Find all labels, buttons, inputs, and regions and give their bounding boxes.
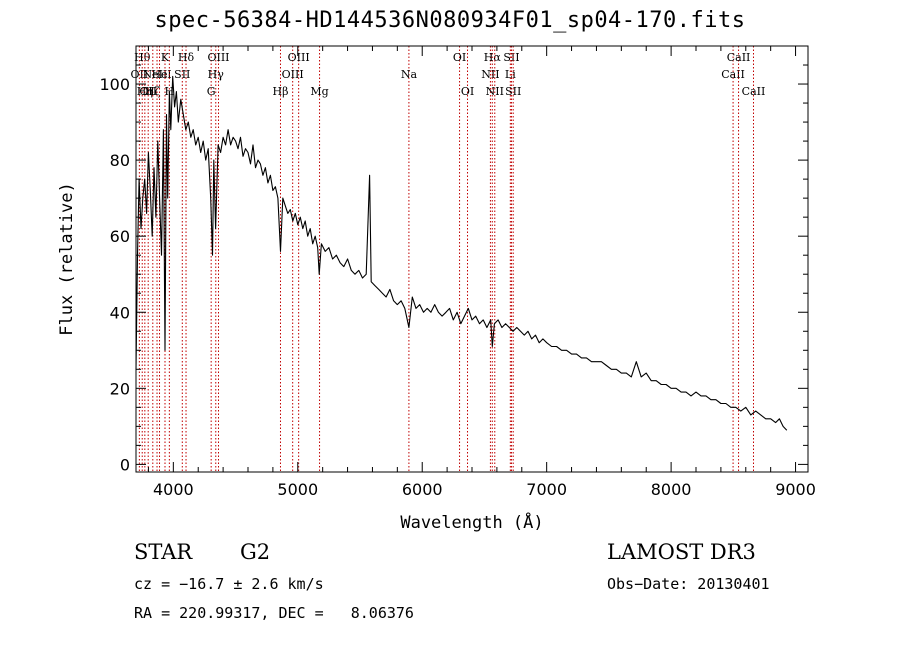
- y-tick-label-20: 20: [110, 379, 130, 398]
- line-marker-label-12: Hγ: [208, 68, 225, 81]
- y-tick-label-0: 0: [120, 455, 130, 474]
- x-tick-label-4000: 4000: [153, 480, 194, 499]
- line-marker-label-22: Hα: [484, 51, 502, 64]
- y-axis-label: Flux (relative): [57, 182, 77, 336]
- redshift-info: cz = −16.7 ± 2.6 km/s: [134, 575, 324, 593]
- spectrum-chart: OIIHθHηOIIHζNeIIIHeKHSIIHδGHγOIIIHβOIIIO…: [57, 45, 816, 533]
- obs-date: Obs−Date: 20130401: [607, 575, 770, 593]
- y-tick-label-80: 80: [110, 151, 130, 170]
- line-marker-label-18: Na: [401, 68, 418, 81]
- line-marker-label-23: NII: [486, 85, 504, 98]
- line-marker-label-21: NII: [481, 68, 499, 81]
- x-tick-label-7000: 7000: [526, 480, 567, 499]
- spectral-line-markers: OIIHθHηOIIHζNeIIIHeKHSIIHδGHγOIIIHβOIIIO…: [131, 46, 766, 472]
- y-tick-label-100: 100: [99, 75, 130, 94]
- line-marker-label-1: Hθ: [134, 51, 151, 64]
- line-marker-label-0: OII: [131, 68, 149, 81]
- line-marker-label-10: Hδ: [178, 51, 195, 64]
- y-tick-label-60: 60: [110, 227, 130, 246]
- object-subclass: G2: [240, 540, 271, 564]
- x-tick-label-9000: 9000: [775, 480, 816, 499]
- line-marker-label-27: CaII: [721, 68, 745, 81]
- x-tick-label-6000: 6000: [402, 480, 443, 499]
- line-marker-label-17: Mg: [310, 85, 328, 98]
- line-marker-label-29: CaII: [742, 85, 766, 98]
- line-marker-label-20: OI: [461, 85, 474, 98]
- line-marker-label-24: Li: [505, 68, 516, 81]
- axis-labels: Wavelength (Å) Flux (relative): [57, 182, 544, 533]
- object-class: STAR: [134, 540, 193, 564]
- line-marker-label-25: SII: [503, 51, 519, 64]
- spectrum-series: [135, 75, 788, 431]
- line-marker-label-15: OIII: [282, 68, 304, 81]
- x-tick-label-8000: 8000: [651, 480, 692, 499]
- line-marker-label-2: Hη: [137, 85, 153, 98]
- line-marker-label-5: NeIII: [142, 68, 171, 81]
- line-marker-label-16: OIII: [288, 51, 310, 64]
- line-marker-label-26: SII: [505, 85, 521, 98]
- spectrum-line-0: [135, 75, 788, 431]
- y-tick-label-40: 40: [110, 303, 130, 322]
- coordinates: RA = 220.99317, DEC = 8.06376: [134, 604, 414, 622]
- line-marker-label-4: Hζ: [145, 85, 161, 98]
- plot-axes: [135, 45, 809, 473]
- line-marker-label-28: CaII: [727, 51, 751, 64]
- line-marker-label-19: OI: [453, 51, 466, 64]
- line-marker-label-14: Hβ: [273, 85, 289, 98]
- x-tick-label-5000: 5000: [277, 480, 318, 499]
- line-marker-label-13: OIII: [207, 51, 229, 64]
- line-marker-label-9: SII: [174, 68, 190, 81]
- line-marker-label-11: G: [207, 85, 216, 98]
- x-axis-label: Wavelength (Å): [400, 511, 543, 533]
- axis-ticks: 4000 5000 6000 7000 8000 9000 0 20 40 60 80 100: [99, 46, 816, 499]
- chart-title: spec-56384-HD144536N080934F01_sp04-170.f…: [154, 8, 746, 33]
- line-marker-label-6: He: [151, 68, 167, 81]
- line-marker-label-7: K: [161, 51, 170, 64]
- survey-name: LAMOST DR3: [607, 540, 756, 564]
- plot-frame: [135, 45, 809, 473]
